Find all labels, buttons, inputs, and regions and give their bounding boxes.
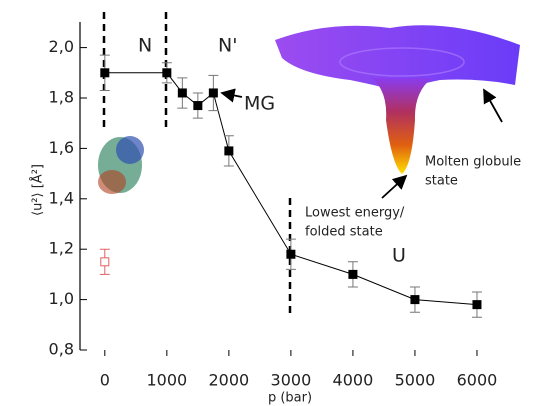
marker (177, 88, 187, 98)
marker (100, 257, 110, 267)
marker (100, 68, 110, 78)
annotation: state (425, 174, 458, 189)
annotation: folded state (305, 225, 383, 240)
marker (348, 269, 358, 279)
protein-image (98, 136, 144, 194)
annotation: N' (218, 35, 237, 57)
marker (410, 295, 420, 305)
y-tick-label: 1,2 (49, 239, 74, 258)
annotation: MG (244, 93, 275, 115)
y-tick-label: 0,8 (49, 340, 74, 359)
marker (208, 88, 218, 98)
x-tick-label: 0 (100, 371, 110, 390)
x-tick-label: 3000 (271, 371, 312, 390)
marker (286, 249, 296, 259)
annotation: N (138, 35, 152, 57)
x-tick-label: 4000 (333, 371, 374, 390)
x-axis-label: p (bar) (268, 391, 312, 406)
annotation: Lowest energy/ (305, 206, 405, 221)
arrows (220, 88, 503, 199)
annotation: Molten globule (425, 155, 521, 170)
energy-landscape (275, 25, 520, 174)
marker (224, 146, 234, 156)
x-tick-label: 5000 (395, 371, 436, 390)
phase-dividers (102, 12, 292, 314)
marker (162, 68, 172, 78)
y-tick-label: 1,8 (49, 88, 74, 107)
x-tick-label: 1000 (146, 371, 187, 390)
y-tick-label: 1,6 (49, 138, 74, 157)
annotation: U (392, 245, 406, 267)
x-tick-label: 6000 (457, 371, 498, 390)
marker (472, 300, 482, 310)
x-tick-label: 2000 (209, 371, 250, 390)
marker (193, 101, 203, 111)
series-line (104, 72, 478, 306)
y-axis-label: ⟨u²⟩ [Å²] (30, 164, 46, 216)
y-tick-label: 1,4 (49, 188, 74, 207)
y-tick-label: 1,0 (49, 289, 74, 308)
y-tick-label: 2,0 (49, 37, 74, 56)
